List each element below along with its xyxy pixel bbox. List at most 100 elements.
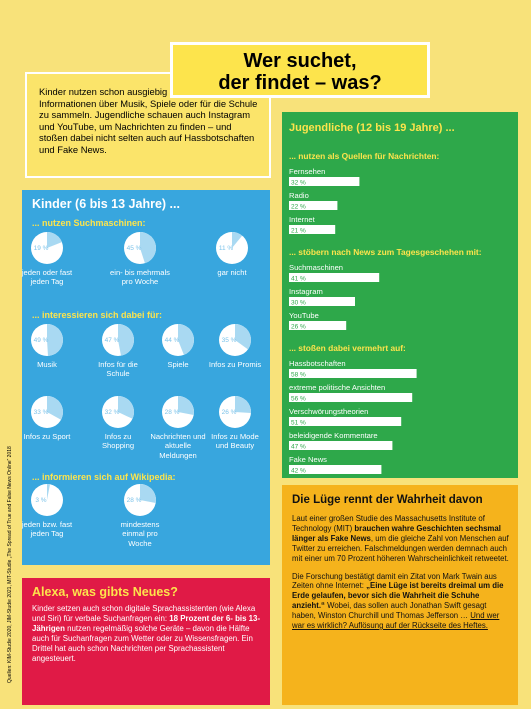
text-run: Laut einer großen Studie des Massachuset… <box>292 514 485 533</box>
bar <box>289 273 380 282</box>
bar-name: Fernsehen <box>289 167 326 176</box>
title-line: Wer suchet, <box>243 50 357 72</box>
pie-label: 47 % <box>105 337 120 344</box>
text-run: nutzen regelmäßig solche Geräte – davon … <box>32 624 253 663</box>
section-heading: ... nutzen als Quellen für Nachrichten: <box>289 151 440 161</box>
pie-caption: jeden bzw. fast jeden Tag <box>21 520 73 539</box>
bar-label: 58 % <box>291 372 306 379</box>
pie-slice <box>140 232 157 264</box>
pie-slice <box>118 324 134 356</box>
bar-name: Verschwörungstheorien <box>289 407 369 416</box>
bar-label: 56 % <box>291 396 306 403</box>
pie-label: 33 % <box>34 409 49 416</box>
teens-heading: Jugendliche (12 bis 19 Jahre) ... <box>289 122 455 134</box>
bar-label: 51 % <box>291 420 306 427</box>
text-run: Wobei, das sollen auch Jonathan Swift ge… <box>292 601 487 621</box>
pie-caption: Musik <box>37 360 57 369</box>
text-run: Und wer war es wirklich? Auflösung auf d… <box>292 611 500 631</box>
bar <box>289 321 347 330</box>
pie-caption: Infos zu Shopping <box>101 432 135 451</box>
text-run: Die Forschung bestätigt damit ein Zitat … <box>292 571 497 591</box>
pie-label: 44 % <box>165 337 180 344</box>
bar-name: beleidigende Kommentare <box>289 431 378 440</box>
pie-slice <box>118 396 134 419</box>
pie-slice <box>47 324 63 356</box>
bar-label: 47 % <box>291 444 306 451</box>
bar-name: Suchmaschinen <box>289 263 344 272</box>
paragraph: Die Forschung bestätigt damit ein Zitat … <box>292 572 510 631</box>
pie-slice <box>235 396 251 414</box>
bar-label: 21 % <box>291 228 306 235</box>
pie-caption: jeden oder fast jeden Tag <box>21 268 73 287</box>
text-run: 18 Prozent der 6- bis 13-Jährigen <box>32 614 261 633</box>
pie-slice <box>235 324 251 350</box>
bar <box>289 393 413 402</box>
lie-heading: Die Lüge rennt der Wahrheit davon <box>292 494 483 506</box>
bar-label: 30 % <box>291 300 306 307</box>
pie-slice <box>178 395 194 415</box>
bar <box>289 201 338 210</box>
pie-slice <box>140 483 156 503</box>
section-heading: ... stoßen dabei vermehrt auf: <box>289 343 406 353</box>
bar <box>289 417 402 426</box>
pie-label: 19 % <box>34 245 49 252</box>
pie-label: 28 % <box>127 497 142 504</box>
section-heading: ... interessieren sich dabei für: <box>32 310 163 320</box>
bar-name: extreme politische Ansichten <box>289 383 386 392</box>
pie-label: 49 % <box>34 337 49 344</box>
pie-caption: gar nicht <box>217 268 247 277</box>
bar-label: 32 % <box>291 180 306 187</box>
alexa-panel <box>22 578 270 705</box>
bar <box>289 177 360 186</box>
pie-slice <box>47 396 64 420</box>
text-run: brauchen wahre Geschichten sechsmal läng… <box>292 523 501 543</box>
bar <box>289 297 355 306</box>
text-run: Kinder setzen auch schon digitale Sprach… <box>32 604 256 623</box>
bar-name: Radio <box>289 191 309 200</box>
pie-caption: Nachrichten und aktuelle Meldungen <box>150 432 206 460</box>
alexa-text: Kinder setzen auch schon digitale Sprach… <box>32 604 264 664</box>
pie-caption: mindestens einmal pro Woche <box>120 520 160 548</box>
pie-label: 28 % <box>165 409 180 416</box>
lie-panel <box>282 485 518 705</box>
title-line: der findet – was? <box>218 72 382 94</box>
pie-caption: ein- bis mehrmals pro Woche <box>110 268 170 287</box>
bar-name: YouTube <box>289 311 319 320</box>
pie-slice <box>47 232 62 248</box>
pie-caption: Spiele <box>167 360 189 369</box>
bar-label: 42 % <box>291 468 306 475</box>
pie-slice <box>47 484 50 500</box>
bar-label: 26 % <box>291 324 306 331</box>
pie-label: 45 % <box>127 245 142 252</box>
pie-caption: Infos zu Promis <box>208 360 262 369</box>
section-heading: ... stöbern nach News zum Tagesgeschehen… <box>289 247 482 257</box>
pie-label: 32 % <box>105 409 120 416</box>
intro-text: Kinder nutzen schon ausgiebig Suchmaschi… <box>39 86 258 155</box>
bar-name: Internet <box>289 215 315 224</box>
bar <box>289 441 393 450</box>
text-run: , um die gleiche Zahl von Menschen auf T… <box>292 533 509 563</box>
pie-slice <box>232 232 243 248</box>
pie-label: 26 % <box>222 409 237 416</box>
paragraph: Kinder setzen auch schon digitale Sprach… <box>32 604 264 664</box>
section-heading: ... nutzen Suchmaschinen: <box>32 218 146 228</box>
pie-label: 3 % <box>35 497 46 504</box>
pie-caption: Infos zu Mode und Beauty <box>211 432 259 451</box>
bar <box>289 465 382 474</box>
text-run: „Eine Lüge ist bereits dreimal um die Er… <box>292 581 504 611</box>
paragraph: Laut einer großen Studie des Massachuset… <box>292 514 510 564</box>
bar-name: Instagram <box>289 287 323 296</box>
bar <box>289 225 336 234</box>
pie-caption: Infos zu Sport <box>23 432 71 441</box>
bar-name: Hassbotschaften <box>289 359 346 368</box>
kids-heading: Kinder (6 bis 13 Jahre) ... <box>32 197 180 211</box>
bar <box>289 369 417 378</box>
title-box: Wer suchet, der findet – was? <box>170 42 430 98</box>
alexa-heading: Alexa, was gibts Neues? <box>32 585 178 599</box>
section-heading: ... informieren sich auf Wikipedia: <box>32 472 176 482</box>
bar-name: Fake News <box>289 455 327 464</box>
pie-label: 35 % <box>222 337 237 344</box>
pie-label: 11 % <box>219 245 234 252</box>
